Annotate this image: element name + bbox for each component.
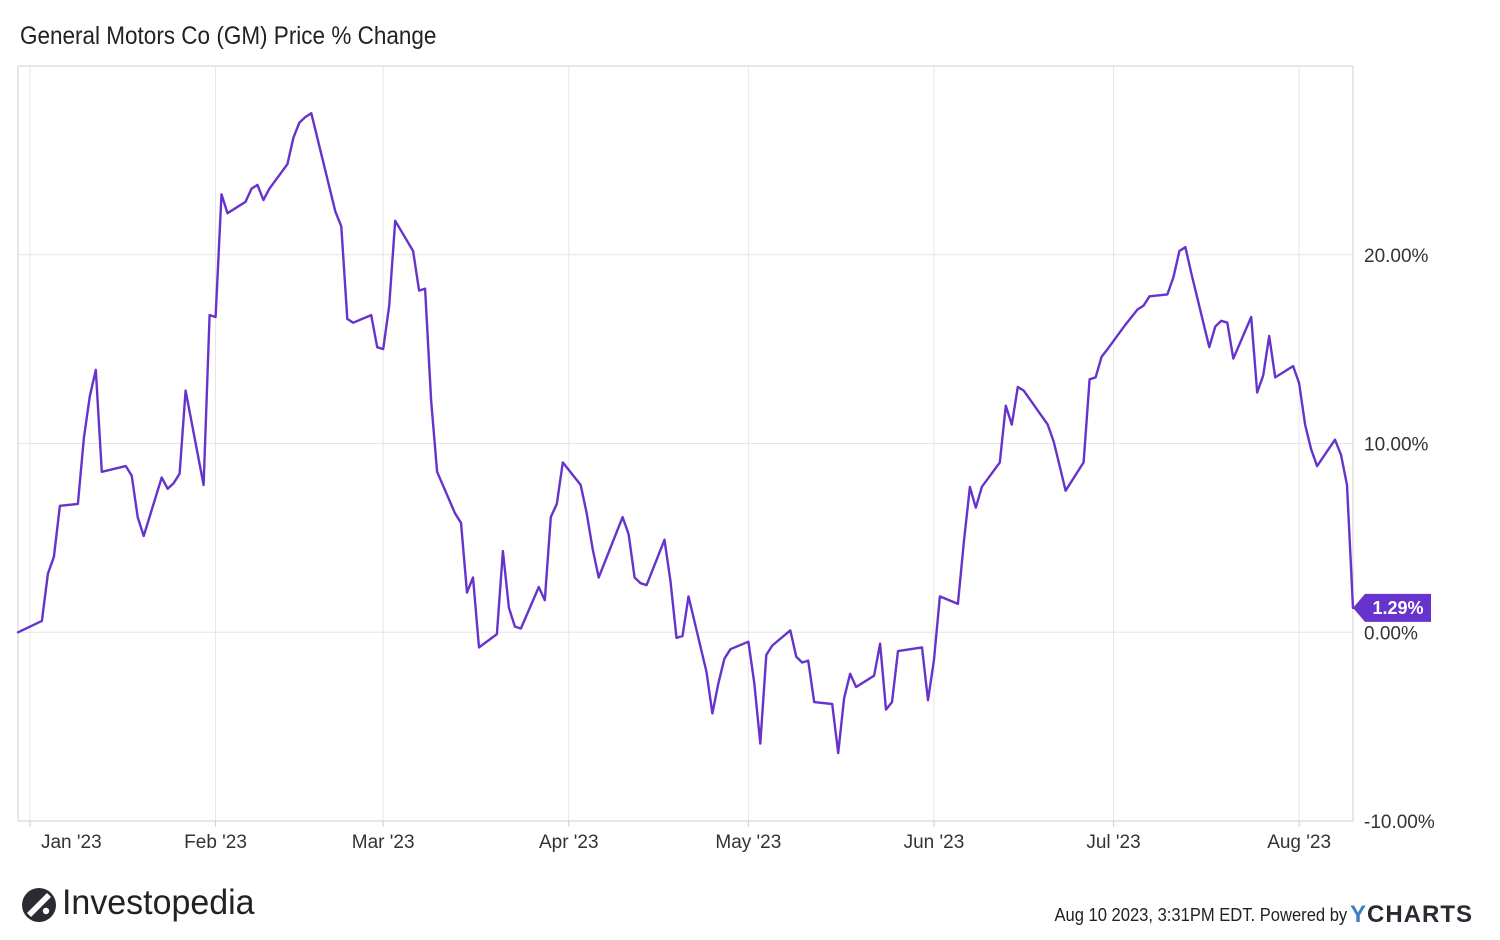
last-value-label: 1.29% (1372, 598, 1423, 618)
investopedia-wordmark[interactable]: Investopedia (62, 883, 255, 922)
x-tick-label: Jan '23 (41, 832, 102, 853)
plot-border (17, 65, 1354, 822)
x-tick-label: Mar '23 (352, 832, 415, 853)
powered-by-label: Powered by (1259, 905, 1347, 925)
x-tick-label: Jul '23 (1086, 832, 1140, 853)
y-tick-label: 0.00% (1364, 623, 1418, 644)
y-tick-label: 10.00% (1364, 435, 1429, 456)
x-axis-ticks: Jan '23 Feb '23 Mar '23 Apr '23 May '23 Jun '… (29, 821, 1331, 853)
x-tick-label: Apr '23 (539, 832, 599, 853)
y-tick-label: 20.00% (1364, 246, 1429, 267)
ycharts-y: Y (1350, 901, 1368, 928)
grid-lines (18, 66, 1353, 822)
ycharts-rest: CHARTS (1367, 901, 1474, 928)
y-tick-label: -10.00% (1364, 812, 1435, 833)
ycharts-logo[interactable]: YCHARTS (1350, 901, 1473, 929)
chart-title: General Motors Co (GM) Price % Change (20, 22, 437, 50)
last-value-badge-shape (1353, 593, 1431, 622)
x-tick-label: May '23 (715, 832, 781, 853)
price-change-line (16, 112, 1355, 755)
timestamp: Aug 10 2023, 3:31PM EDT. (1054, 905, 1255, 925)
last-value-badge: 1.29% (1353, 593, 1431, 622)
investopedia-i-logo-icon (22, 888, 56, 922)
y-axis-ticks: 20.00% 10.00% 0.00% -10.00% (1364, 246, 1435, 833)
x-tick-label: Jun '23 (904, 832, 965, 853)
x-tick-label: Aug '23 (1267, 832, 1331, 853)
line-chart: 20.00% 10.00% 0.00% -10.00% Jan '23 Feb '23 M… (16, 65, 1435, 853)
x-tick-label: Feb '23 (184, 832, 247, 853)
footer-note: Aug 10 2023, 3:31PM EDT. Powered by (1054, 905, 1347, 926)
